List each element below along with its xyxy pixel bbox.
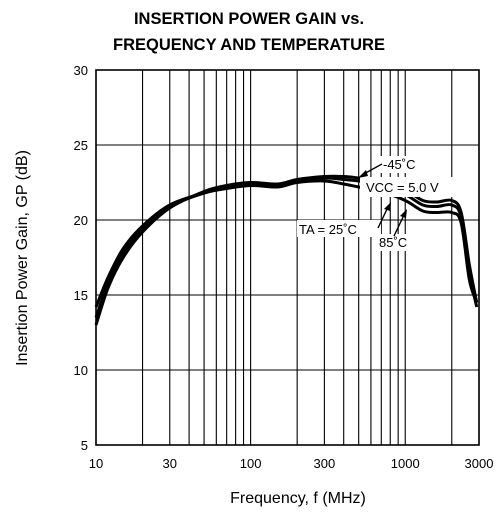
minus45-arrowhead [358,170,368,178]
series-lines [94,174,479,326]
chart-title-line-2: FREQUENCY AND TEMPERATURE [113,36,385,54]
annotation-minus45: -45˚C [383,157,416,172]
chart-title-line-1: INSERTION POWER GAIN vs. [134,10,364,28]
x-tick-label: 300 [314,456,336,471]
minus45-label-bg [379,156,423,173]
annotation-85: 85˚C [379,235,407,250]
ta25-label-bg [297,220,381,237]
ta25-arrowhead [384,202,391,211]
series-line-minus45 [94,174,479,326]
y-tick-label: 15 [74,288,88,303]
grid [95,69,480,446]
x-tick-label: 100 [240,456,262,471]
y-tick-label: 25 [74,138,88,153]
x-tick-label: 3000 [465,456,494,471]
series-line-85 [94,179,479,308]
vcc-annotation: VCC = 5.0 V [366,180,439,195]
t85-arrowhead [400,209,407,218]
y-tick-label: 30 [74,63,88,78]
y-tick-label: 10 [74,363,88,378]
ta25-leader [377,206,389,229]
annotation-ta25: TA = 25˚C [299,222,357,237]
y-tick-label: 20 [74,213,88,228]
x-tick-label: 1000 [391,456,420,471]
plot-frame [95,69,480,446]
x-tick-label: 10 [89,456,103,471]
t85-leader [393,214,405,237]
y-tick-label: 5 [81,438,88,453]
vcc-label-bg [360,177,462,197]
y-axis-label: Insertion Power Gain, GP (dB) [14,150,31,366]
x-axis-label: Frequency, f (MHz) [230,490,366,507]
t85-label-bg [377,234,417,251]
x-tick-label: 30 [163,456,177,471]
series-line-25 [94,176,479,319]
